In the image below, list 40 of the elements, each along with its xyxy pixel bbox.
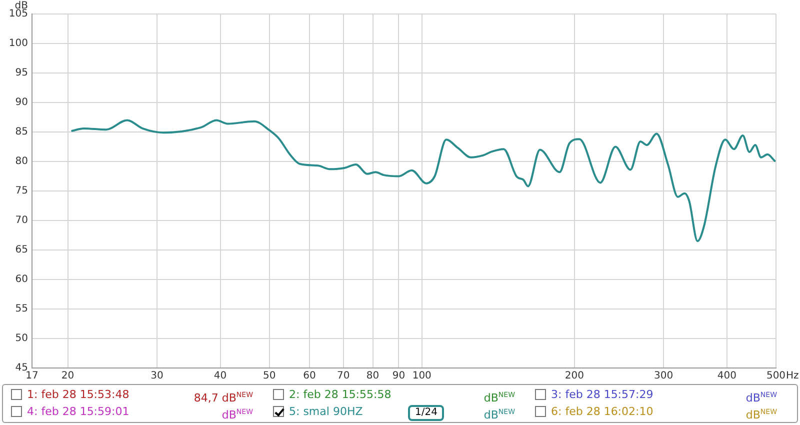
x-tick-label: 200 <box>564 370 584 382</box>
x-tick-label: 40 <box>214 370 227 382</box>
x-tick-label: 500 <box>766 370 786 382</box>
x-tick-label: 17 <box>26 370 38 382</box>
text: dB$^{NEW}$ <box>746 390 777 407</box>
y-tick-label: 45 <box>15 362 28 374</box>
x-tick-label: 20 <box>61 370 74 382</box>
x-tick-label: 90 <box>392 370 406 382</box>
text: dB$^{NEW}$ <box>746 407 777 424</box>
y-tick-label: 90 <box>15 97 28 108</box>
x-tick-label: 300 <box>654 370 674 382</box>
text: 1/24 <box>408 405 444 421</box>
text: 6: feb 28 16:02:10 <box>551 404 654 420</box>
y-tick-label: 65 <box>15 244 28 256</box>
x-axis-title: Hz <box>786 370 799 382</box>
text: 5: smal 90HZ <box>289 404 363 420</box>
y-tick-label: 55 <box>15 304 28 315</box>
y-tick-label: 80 <box>15 156 28 168</box>
y-tick-label: 60 <box>15 274 28 286</box>
text: 84,7 dB$^{NEW}$ <box>194 390 253 407</box>
y-tick-label: 95 <box>15 68 28 79</box>
text: 2: feb 28 15:55:58 <box>289 387 392 403</box>
y-tick-label: 85 <box>15 126 28 138</box>
x-tick-label: 80 <box>366 370 380 382</box>
y-tick-label: 70 <box>15 215 28 226</box>
text: 4: feb 28 15:59:01 <box>27 404 130 420</box>
x-tick-label: 30 <box>150 370 164 382</box>
text: dB$^{NEW}$ <box>484 390 515 407</box>
x-tick-label: 70 <box>337 370 350 382</box>
text: 3: feb 28 15:57:29 <box>551 387 654 403</box>
y-tick-label: 50 <box>15 333 28 344</box>
y-tick-label: 100 <box>8 38 28 50</box>
x-tick-label: 400 <box>717 370 736 382</box>
text: dB$^{NEW}$ <box>484 407 515 424</box>
text: dB$^{NEW}$ <box>222 407 253 424</box>
x-tick-label: 60 <box>303 370 316 382</box>
x-tick-label: 100 <box>412 370 432 382</box>
x-tick-label: 50 <box>263 370 276 382</box>
y-tick-label: 75 <box>15 186 28 197</box>
text: 1: feb 28 15:53:48 <box>27 387 130 403</box>
